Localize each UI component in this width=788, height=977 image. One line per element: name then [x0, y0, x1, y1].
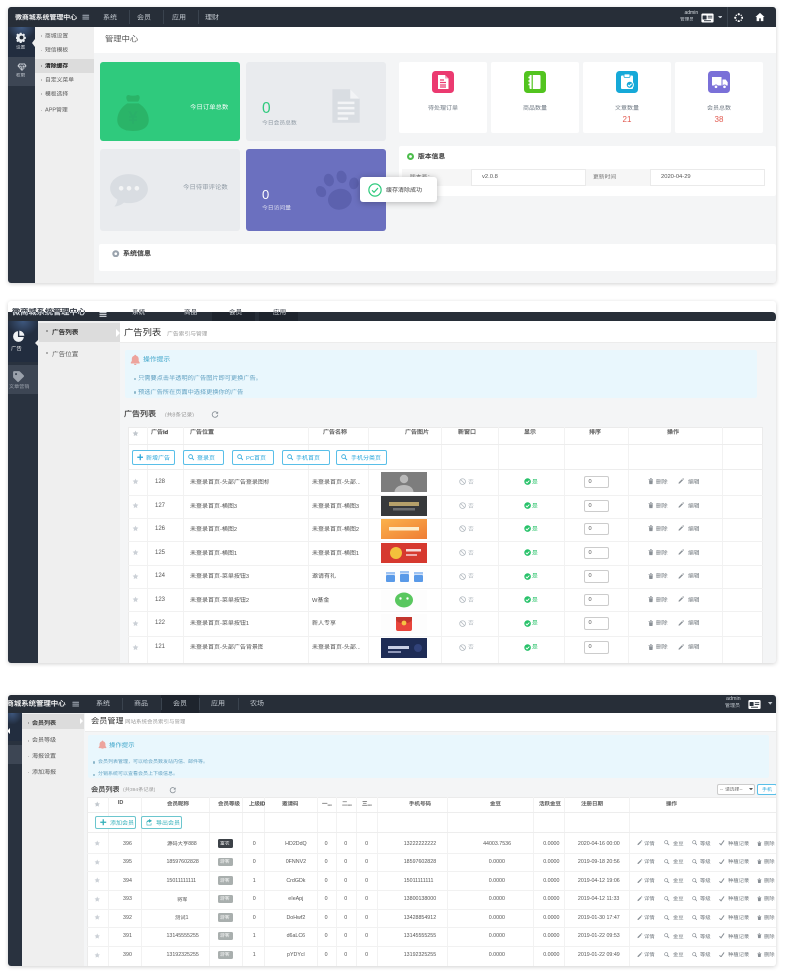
svg-text:-: - — [219, 597, 221, 602]
svg-text:-: - — [341, 550, 343, 555]
svg-text:id: id — [163, 430, 167, 435]
svg-text:): ) — [153, 787, 155, 792]
svg-text:-: - — [341, 645, 343, 650]
svg-text:1: 1 — [355, 550, 358, 555]
svg-text:888: 888 — [188, 841, 196, 846]
svg-text:8: 8 — [173, 412, 176, 417]
svg-text:1: 1 — [233, 550, 236, 555]
svg-text:...: ... — [328, 801, 332, 806]
svg-text:-: - — [341, 479, 343, 484]
svg-text:...: ... — [368, 801, 372, 806]
svg-text:2: 2 — [355, 526, 358, 531]
svg-text:-: - — [219, 621, 221, 626]
svg-text:-: - — [219, 550, 221, 555]
svg-text:-: - — [341, 526, 343, 531]
svg-text:W: W — [312, 597, 318, 602]
svg-text:-: - — [341, 503, 343, 508]
svg-text:-: - — [219, 645, 221, 650]
svg-text:PC: PC — [246, 456, 254, 461]
svg-text:-: - — [219, 574, 221, 579]
svg-text:394: 394 — [130, 787, 139, 792]
svg-text:3: 3 — [355, 503, 358, 508]
svg-text:): ) — [192, 412, 194, 417]
svg-text:...: ... — [348, 801, 352, 806]
svg-text:APP: APP — [45, 108, 56, 113]
svg-text:-: - — [219, 526, 221, 531]
svg-text:1: 1 — [245, 621, 248, 626]
svg-text:-: - — [219, 503, 221, 508]
svg-text:1: 1 — [186, 915, 189, 920]
svg-text:ID: ID — [260, 801, 265, 806]
svg-text:(: ( — [123, 787, 125, 792]
svg-text:3: 3 — [245, 574, 248, 579]
svg-text:2: 2 — [245, 597, 248, 602]
svg-text:(: ( — [165, 412, 167, 417]
svg-text:...: ... — [355, 479, 360, 484]
svg-text:3: 3 — [233, 503, 236, 508]
svg-text:-: - — [219, 479, 221, 484]
svg-text:2: 2 — [233, 526, 236, 531]
svg-text:...: ... — [355, 645, 360, 650]
